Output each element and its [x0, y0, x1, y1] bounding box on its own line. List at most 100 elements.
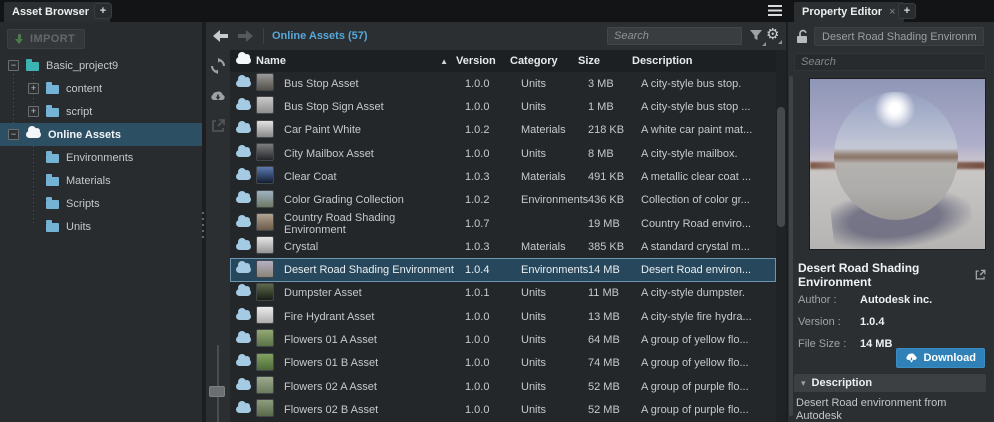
import-button-label: IMPORT	[30, 33, 76, 45]
tab-property-editor[interactable]: Property Editor ×	[794, 2, 904, 22]
table-row[interactable]: Flowers 01 A Asset 1.0.0 Units 64 MB A g…	[230, 328, 776, 351]
size-column-header[interactable]: Size	[578, 55, 601, 67]
tree-item[interactable]: − Online Assets	[0, 123, 202, 146]
description-column-header[interactable]: Description	[632, 55, 693, 67]
table-scrollbar[interactable]	[776, 50, 786, 422]
external-link-icon[interactable]	[210, 118, 226, 134]
tree-item-label: Materials	[66, 174, 111, 187]
breadcrumb[interactable]: Online Assets (57)	[272, 30, 368, 42]
tree-item-label: Environments	[66, 151, 134, 164]
table-row[interactable]: Bus Stop Sign Asset 1.0.0 Units 1 MB A c…	[230, 95, 776, 118]
table-row[interactable]: Crystal 1.0.3 Materials 385 KB A standar…	[230, 235, 776, 258]
cloud-status-icon	[236, 167, 251, 180]
name-column-header[interactable]: Name ▲	[256, 55, 456, 67]
cloud-status-icon	[236, 214, 251, 227]
table-row[interactable]: Dumpster Asset 1.0.1 Units 11 MB A city-…	[230, 282, 776, 305]
asset-description-cell: Collection of color gr...	[641, 194, 750, 207]
description-section-header[interactable]: ▾ Description	[794, 374, 986, 392]
table-row[interactable]: Clear Coat 1.0.3 Materials 491 KB A meta…	[230, 165, 776, 188]
hamburger-menu-icon[interactable]	[768, 5, 782, 16]
add-tab-button[interactable]: +	[94, 3, 112, 19]
cloud-download-icon[interactable]	[210, 88, 226, 104]
asset-category-cell: Materials	[521, 170, 566, 183]
asset-size-cell: 3 MB	[588, 77, 614, 90]
tree-item[interactable]: + script	[0, 100, 202, 123]
tab-asset-browser[interactable]: Asset Browser ×	[4, 2, 111, 22]
tree-item[interactable]: + content	[0, 77, 202, 100]
settings-gear-icon[interactable]: ⚙	[766, 25, 783, 44]
tree-item[interactable]: Environments	[0, 146, 202, 169]
name-column-label: Name	[256, 55, 286, 67]
panel-resize-handle[interactable]	[202, 212, 204, 241]
property-panel-scrollbar[interactable]	[789, 76, 793, 416]
tree-item-icon	[26, 58, 39, 71]
cloud-status-icon	[236, 74, 251, 87]
table-row[interactable]: Flowers 02 A Asset 1.0.0 Units 52 MB A g…	[230, 375, 776, 398]
tree-item[interactable]: Materials	[0, 169, 202, 192]
back-arrow-icon[interactable]	[213, 30, 229, 42]
refresh-icon[interactable]	[210, 58, 226, 74]
table-row[interactable]: Car Paint White 1.0.2 Materials 218 KB A…	[230, 119, 776, 142]
tree-expander-icon[interactable]: +	[28, 106, 39, 117]
version-column-header[interactable]: Version	[456, 55, 496, 67]
download-button[interactable]: Download	[896, 348, 985, 368]
asset-size-cell: 64 MB	[588, 333, 620, 346]
asset-thumbnail	[256, 236, 274, 255]
cloud-status-icon	[236, 330, 251, 343]
asset-size-cell: 436 KB	[588, 194, 625, 207]
author-value: Autodesk inc.	[860, 294, 933, 306]
table-scrollbar-thumb[interactable]	[777, 107, 785, 227]
close-icon[interactable]: ×	[889, 6, 896, 18]
asset-description-cell: A group of yellow flo...	[641, 357, 749, 370]
cloud-column-header[interactable]	[230, 52, 256, 67]
tree-expander-icon[interactable]: −	[8, 129, 19, 140]
add-tab-button[interactable]: +	[898, 3, 916, 19]
table-row[interactable]: Desert Road Shading Environment 1.0.4 En…	[230, 258, 776, 282]
table-row[interactable]: Flowers 02 B Asset 1.0.0 Units 52 MB A g…	[230, 398, 776, 421]
category-column-header[interactable]: Category	[510, 55, 558, 67]
assets-side-toolbar	[206, 50, 230, 422]
online-assets-panel: Online Assets (57) ⚙	[206, 22, 786, 422]
open-external-icon[interactable]	[974, 268, 986, 282]
asset-name-cell: Bus Stop Sign Asset	[284, 100, 384, 113]
thumbnail-size-slider-thumb[interactable]	[209, 386, 225, 397]
cloud-status-icon	[236, 261, 251, 274]
tree-item[interactable]: Units	[0, 215, 202, 238]
asset-table-body: Bus Stop Asset 1.0.0 Units 3 MB A city-s…	[230, 72, 776, 422]
assets-search-input[interactable]	[607, 27, 742, 45]
tab-asset-browser-label: Asset Browser	[12, 6, 90, 18]
asset-version-cell: 1.0.4	[465, 264, 490, 277]
unlock-icon[interactable]	[796, 29, 809, 44]
asset-name-cell: Dumpster Asset	[284, 287, 362, 300]
cloud-status-icon	[236, 121, 251, 134]
tree-expander-icon[interactable]: −	[8, 60, 19, 71]
asset-category-cell: Units	[521, 380, 547, 393]
cloud-status-icon	[236, 191, 251, 204]
author-label: Author :	[798, 294, 837, 306]
filter-icon[interactable]	[749, 28, 766, 46]
thumbnail-size-slider-track[interactable]	[217, 345, 219, 422]
asset-thumbnail	[256, 96, 274, 115]
asset-name-cell: Flowers 02 A Asset	[284, 380, 377, 393]
table-row[interactable]: Flowers 01 B Asset 1.0.0 Units 74 MB A g…	[230, 352, 776, 375]
asset-name-cell: Clear Coat	[284, 170, 337, 183]
property-search-input[interactable]	[794, 53, 986, 71]
table-row[interactable]: Country Road Shading Environment 1.0.7 1…	[230, 212, 776, 236]
forward-arrow-icon[interactable]	[237, 30, 253, 42]
tree-expander-icon[interactable]: +	[28, 83, 39, 94]
table-row[interactable]: City Mailbox Asset 1.0.0 Units 8 MB A ci…	[230, 142, 776, 165]
asset-description-cell: A metallic clear coat ...	[641, 170, 752, 183]
sort-ascending-icon[interactable]: ▲	[440, 56, 448, 66]
table-row[interactable]: Fire Hydrant Asset 1.0.0 Units 13 MB A c…	[230, 305, 776, 328]
filesize-label: File Size :	[798, 338, 847, 350]
import-button[interactable]: IMPORT	[7, 29, 85, 49]
table-row[interactable]: Color Grading Collection 1.0.2 Environme…	[230, 188, 776, 211]
asset-category-cell: Units	[521, 77, 547, 90]
asset-category-cell: Units	[521, 147, 547, 160]
asset-version-cell: 1.0.2	[465, 194, 490, 207]
tree-item[interactable]: − Basic_project9	[0, 54, 202, 77]
tree-item[interactable]: Scripts	[0, 192, 202, 215]
table-row[interactable]: Bus Stop Asset 1.0.0 Units 3 MB A city-s…	[230, 72, 776, 95]
asset-version-cell: 1.0.0	[465, 147, 490, 160]
pinned-object-field[interactable]	[814, 27, 984, 46]
